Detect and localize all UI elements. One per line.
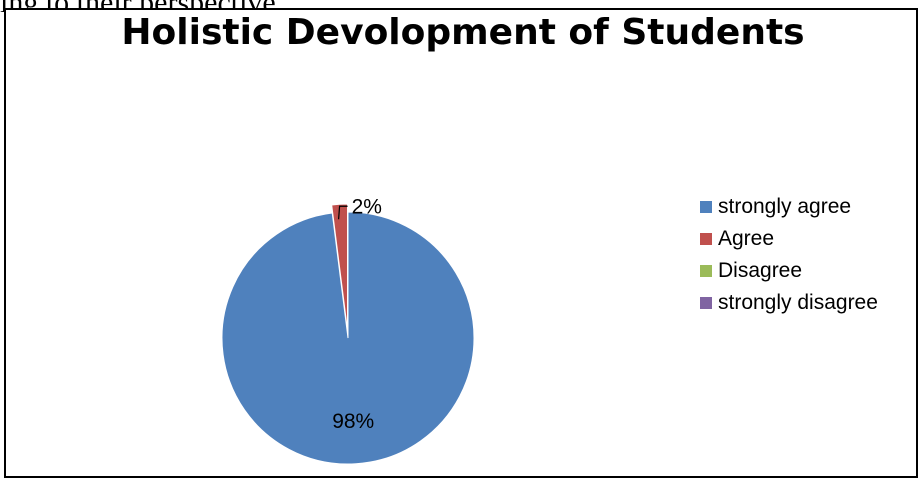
legend-swatch: [700, 297, 712, 309]
legend-label: Agree: [718, 227, 775, 250]
legend-label: strongly agree: [718, 195, 852, 218]
legend-label: strongly disagree: [718, 291, 878, 314]
legend-item: strongly agree: [700, 191, 878, 223]
legend-item: strongly disagree: [700, 287, 878, 319]
legend-swatch: [700, 233, 712, 245]
legend-swatch: [700, 201, 712, 213]
chart-frame: [4, 8, 918, 478]
legend-swatch: [700, 265, 712, 277]
data-label-strongly-agree: 98%: [332, 410, 374, 433]
data-labels: 98% 2%: [332, 195, 382, 433]
legend-item: Agree: [700, 223, 878, 255]
pie-slice-agree: [331, 203, 348, 331]
data-label-agree: 2%: [352, 195, 382, 218]
legend-item: Disagree: [700, 255, 878, 287]
legend: strongly agree Agree Disagree strongly disa…: [700, 191, 878, 319]
leader-line: [337, 205, 348, 220]
leader-lines: [337, 205, 348, 220]
legend-label: Disagree: [718, 259, 803, 282]
chart-title: Holistic Devolopment of Students: [121, 12, 805, 53]
